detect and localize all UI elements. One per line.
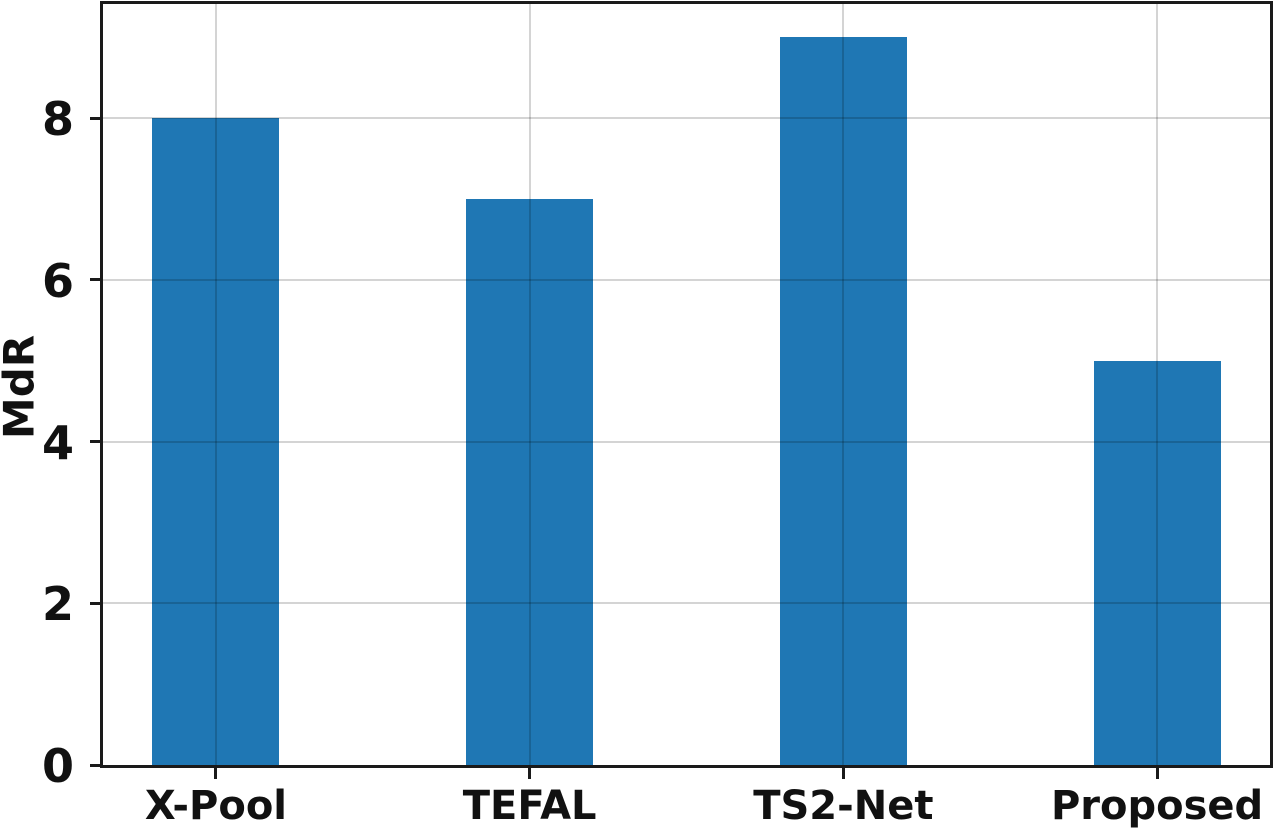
y-tick [90,763,100,767]
y-grid-line [103,278,1270,281]
x-tick [1155,768,1159,779]
x-tick [214,768,218,779]
y-tick-label: 0 [41,739,74,793]
y-tick [90,116,100,120]
y-grid-line [103,117,1270,120]
y-tick [90,601,100,605]
plot-area [90,1,1273,779]
x-tick [841,768,845,779]
x-grid-line [214,4,217,765]
x-tick-label: X-Pool [144,783,288,829]
bar [779,37,907,765]
x-grid-line [528,4,531,765]
y-tick-label: 8 [41,92,74,147]
y-tick [90,278,100,282]
y-tick-label: 2 [41,577,74,632]
x-tick-label: Proposed [1050,783,1264,829]
y-tick [90,440,100,443]
y-tick-label: 6 [41,253,74,308]
x-grid-line [1156,4,1159,765]
bar [466,198,594,765]
x-grid-line [842,4,845,765]
y-grid-line [103,602,1270,605]
bar [1093,360,1221,765]
y-tick-label: 4 [41,415,74,470]
x-tick [528,768,532,779]
y-grid-line [103,440,1270,443]
x-tick-label: TEFAL [462,783,597,829]
bar [152,118,280,765]
x-tick-label: TS2-Net [753,783,934,829]
